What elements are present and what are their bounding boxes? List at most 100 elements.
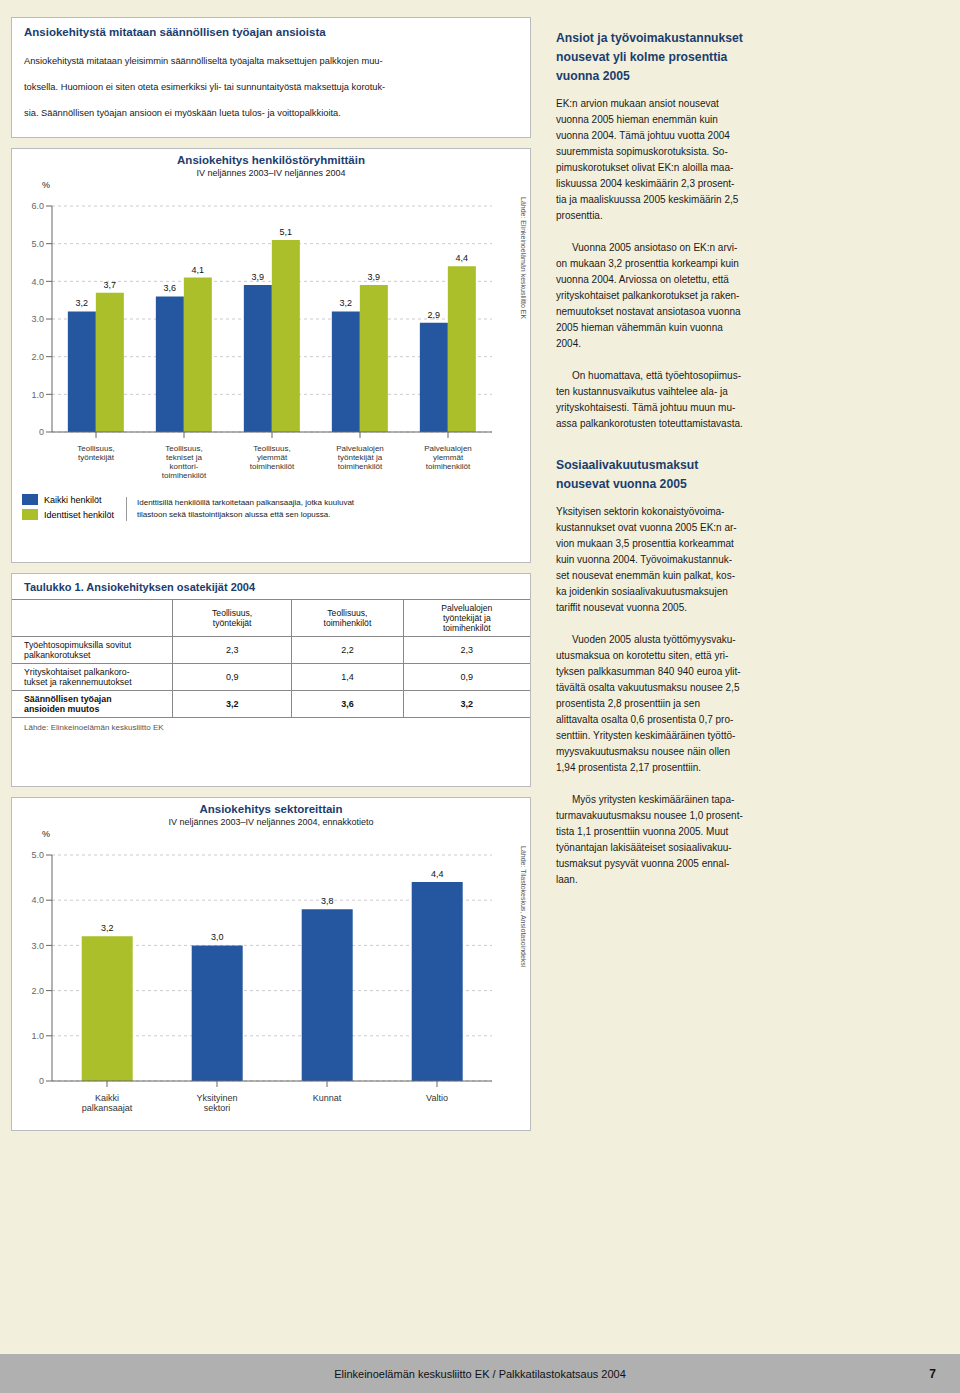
- svg-text:3,8: 3,8: [321, 896, 334, 906]
- html-text:nemuutokset nostavat ansiotaso: nemuutokset nostavat ansiotasoa vuonna: [556, 306, 741, 317]
- html-text:työntekijät: työntekijät: [212, 618, 252, 628]
- html-text:On huomattava, että työehtosop: On huomattava, että työehtosopiimus-: [572, 370, 741, 381]
- html-text:Ansiokehitystä mitataan säännö: Ansiokehitystä mitataan säännöllisen työ…: [24, 26, 326, 38]
- html-text:tusmaksut pysyvät vuonna 2005: tusmaksut pysyvät vuonna 2005 ennal-: [556, 858, 730, 869]
- html-text:tia ja maaliskuussa 2005 keski: tia ja maaliskuussa 2005 keskimäärin 2,5: [556, 194, 739, 205]
- html-text:vuonna 2005: vuonna 2005: [556, 69, 630, 83]
- svg-text:3.0: 3.0: [31, 314, 44, 324]
- svg-text:5,1: 5,1: [280, 227, 293, 237]
- svg-text:2.0: 2.0: [31, 352, 44, 362]
- svg-text:0: 0: [39, 427, 44, 437]
- svg-text:4.0: 4.0: [31, 277, 44, 287]
- html-text:utusmaksua on korotettu siten,: utusmaksua on korotettu siten, että yri-: [556, 650, 729, 661]
- html-text:alittavalta osalta 0,6 prosent: alittavalta osalta 0,6 prosentista 0,7 p…: [556, 714, 734, 725]
- html-text:vuonna 2004. Arviossa on olete: vuonna 2004. Arviossa on oletettu, että: [556, 274, 729, 285]
- html-text:prosenttia.: prosenttia.: [556, 210, 603, 221]
- html-text:Yksityisen sektorin kokonaisty: Yksityisen sektorin kokonaistyövoima-: [556, 506, 725, 517]
- svg-text:Yksityinensektori: Yksityinensektori: [196, 1093, 237, 1113]
- html-text:tariffit nousevat vuonna 2005.: tariffit nousevat vuonna 2005.: [556, 602, 687, 613]
- html-text:kustannukset ovat vuonna 2005: kustannukset ovat vuonna 2005 EK:n ar-: [556, 522, 737, 533]
- svg-text:Kaikkipalkansaajat: Kaikkipalkansaajat: [82, 1093, 133, 1113]
- svg-text:3,6: 3,6: [164, 283, 177, 293]
- html-text:vion mukaan 3,5 prosenttia kor: vion mukaan 3,5 prosenttia korkeammat: [556, 538, 734, 549]
- html-text:työntekijät ja: työntekijät ja: [442, 613, 491, 623]
- svg-text:Teollisuus,työntekijät: Teollisuus,työntekijät: [77, 444, 114, 462]
- svg-text:3,9: 3,9: [252, 272, 265, 282]
- html-text:Teollisuus,: Teollisuus,: [327, 608, 368, 618]
- html-text:Ansiokehitys henkilöstöryhmitt: Ansiokehitys henkilöstöryhmittäin: [177, 154, 365, 166]
- html-text:set nousevat enemmän kuin palk: set nousevat enemmän kuin palkat, kos-: [556, 570, 735, 581]
- html-text:Kaikki henkilöt: Kaikki henkilöt: [44, 494, 102, 505]
- svg-text:0: 0: [39, 1076, 44, 1086]
- svg-text:1.0: 1.0: [31, 1031, 44, 1041]
- svg-text:4,4: 4,4: [431, 869, 444, 879]
- html-text:prosentista 2,8 prosenttiin ja: prosentista 2,8 prosenttiin ja sen: [556, 698, 700, 709]
- svg-text:4.0: 4.0: [31, 895, 44, 905]
- html-text:ten kustannusvaikutus vaihtele: ten kustannusvaikutus vaihtelee ala- ja: [556, 386, 728, 397]
- html-text:myysvakuutusmaksu nousee näin: myysvakuutusmaksu nousee näin ollen: [556, 746, 730, 757]
- html-text:yrityskohtaiset palkankorotuks: yrityskohtaiset palkankorotukset ja rake…: [556, 290, 740, 301]
- svg-text:6.0: 6.0: [31, 201, 44, 211]
- svg-text:3,2: 3,2: [340, 298, 353, 308]
- svg-text:5.0: 5.0: [31, 239, 44, 249]
- svg-text:2.0: 2.0: [31, 986, 44, 996]
- html-text:Teollisuus,: Teollisuus,: [212, 608, 253, 618]
- html-text:assa palkankorotusten toteutta: assa palkankorotusten toteuttamistavasta…: [556, 418, 743, 429]
- svg-text:3,7: 3,7: [104, 280, 117, 290]
- svg-text:4,4: 4,4: [456, 253, 469, 263]
- html-text:toksella. Huomioon ei siten ot: toksella. Huomioon ei siten oteta esimer…: [24, 82, 386, 92]
- html-text:työnantajan lakisääteiset sosi: työnantajan lakisääteiset sosiaalivakuu-: [556, 842, 732, 853]
- html-text:Identtiset henkilöt: Identtiset henkilöt: [44, 509, 114, 520]
- html-text:Sosiaalivakuutusmaksut: Sosiaalivakuutusmaksut: [556, 458, 699, 472]
- svg-text:3,2: 3,2: [101, 923, 114, 933]
- html-text:Ansiokehitys sektoreittain: Ansiokehitys sektoreittain: [199, 803, 343, 815]
- html-text:EK:n arvion mukaan ansiot nous: EK:n arvion mukaan ansiot nousevat: [556, 98, 719, 109]
- html-text:sia. Säännöllisen työajan ansi: sia. Säännöllisen työajan ansioon ei myö…: [24, 108, 341, 118]
- html-text:toimihenkilöt: toimihenkilöt: [442, 623, 491, 633]
- svg-text:Kunnat: Kunnat: [313, 1093, 342, 1103]
- html-text:tyksen palkkasumman 840 940 eu: tyksen palkkasumman 840 940 euroa ylit-: [556, 666, 741, 677]
- html-text:liskuussa 2004 keskimäärin 2,3: liskuussa 2004 keskimäärin 2,3 prosent-: [556, 178, 735, 189]
- svg-text:4,1: 4,1: [192, 265, 205, 275]
- svg-text:3,0: 3,0: [211, 932, 224, 942]
- html-text:Ansiokehitystä mitataan yleisi: Ansiokehitystä mitataan yleisimmin säänn…: [24, 56, 383, 66]
- svg-text:2,9: 2,9: [428, 310, 441, 320]
- svg-text:5.0: 5.0: [31, 850, 44, 860]
- svg-text:Palvelualojenylemmättoimihenki: Palvelualojenylemmättoimihenkilöt: [424, 444, 472, 471]
- svg-text:3,2: 3,2: [76, 298, 89, 308]
- svg-text:1.0: 1.0: [31, 390, 44, 400]
- html-text:tävältä osalta vakuutusmaksu n: tävältä osalta vakuutusmaksu nousee 2,5: [556, 682, 740, 693]
- html-text:tista 1,1 prosenttiin vuonna 2: tista 1,1 prosenttiin vuonna 2005. Muut: [556, 826, 729, 837]
- html-text:ka joidenkin sosiaalivakuutusm: ka joidenkin sosiaalivakuutusmaksujen: [556, 586, 728, 597]
- html-text:on mukaan 3,2 prosenttia korke: on mukaan 3,2 prosenttia korkeampi kuin: [556, 258, 739, 269]
- html-text:pimuskorotukset olivat EK:n al: pimuskorotukset olivat EK:n aloilla maa-: [556, 162, 734, 173]
- html-text:toimihenkilöt: toimihenkilöt: [323, 618, 372, 628]
- svg-text:3,9: 3,9: [368, 272, 381, 282]
- html-text:2004.: 2004.: [556, 338, 581, 349]
- svg-text:3.0: 3.0: [31, 941, 44, 951]
- html-text:Vuoden 2005 alusta työttömyysv: Vuoden 2005 alusta työttömyysvaku-: [572, 634, 736, 645]
- html-text:laan.: laan.: [556, 874, 578, 885]
- svg-text:Palvelualojentyöntekijät jatoi: Palvelualojentyöntekijät jatoimihenkilöt: [336, 444, 384, 471]
- html-text:1,94 prosentista 2,17 prosentt: 1,94 prosentista 2,17 prosenttiin.: [556, 762, 702, 773]
- svg-text:Valtio: Valtio: [426, 1093, 448, 1103]
- html-text:2005 hieman vähemmän kuin vuon: 2005 hieman vähemmän kuin vuonna: [556, 322, 723, 333]
- html-text:Vuonna 2005 ansiotaso on EK:n: Vuonna 2005 ansiotaso on EK:n arvi-: [572, 242, 738, 253]
- html-text:kuin vuonna 2004. Työvoimakust: kuin vuonna 2004. Työvoimakustannuk-: [556, 554, 732, 565]
- html-text:yrityskohtaisesti. Tämä johtuu: yrityskohtaisesti. Tämä johtuu muun mu-: [556, 402, 736, 413]
- svg-text:Teollisuus,tekniset jakonttori: Teollisuus,tekniset jakonttori-toimihenk…: [162, 444, 207, 480]
- svg-text:Teollisuus,ylemmättoimihenkilö: Teollisuus,ylemmättoimihenkilöt: [250, 444, 295, 471]
- html-text:Elinkeinoelämän keskusliitto E: Elinkeinoelämän keskusliitto EK / Palkka…: [334, 1367, 626, 1380]
- html-text:IV neljännes 2003–IV neljännes: IV neljännes 2003–IV neljännes 2004: [196, 168, 346, 178]
- html-text:Palvelualojen: Palvelualojen: [441, 603, 493, 613]
- html-text:nousevat vuonna 2005: nousevat vuonna 2005: [556, 477, 687, 491]
- html-text:senttiin. Yritysten keskimäärä: senttiin. Yritysten keskimääräinen tyött…: [556, 730, 736, 741]
- html-text:vuonna 2004. Tämä johtuu vuott: vuonna 2004. Tämä johtuu vuotta 2004: [556, 130, 730, 141]
- html-text:Ansiot ja työvoimakustannukset: Ansiot ja työvoimakustannukset: [556, 31, 743, 45]
- html-text:turmavakuutusmaksu nousee 1,0: turmavakuutusmaksu nousee 1,0 prosent-: [556, 810, 743, 821]
- html-text:nousevat yli kolme prosenttia: nousevat yli kolme prosenttia: [556, 50, 728, 64]
- html-text:Myös yritysten keskimääräinen: Myös yritysten keskimääräinen tapa-: [572, 794, 735, 805]
- html-text:Taulukko 1. Ansiokehityksen os: Taulukko 1. Ansiokehityksen osatekijät 2…: [24, 581, 256, 593]
- html-text:vuonna 2005 hieman enemmän kui: vuonna 2005 hieman enemmän kuin: [556, 114, 718, 125]
- html-text:suuremmista sopimuskorotuksist: suuremmista sopimuskorotuksista. So-: [556, 146, 728, 157]
